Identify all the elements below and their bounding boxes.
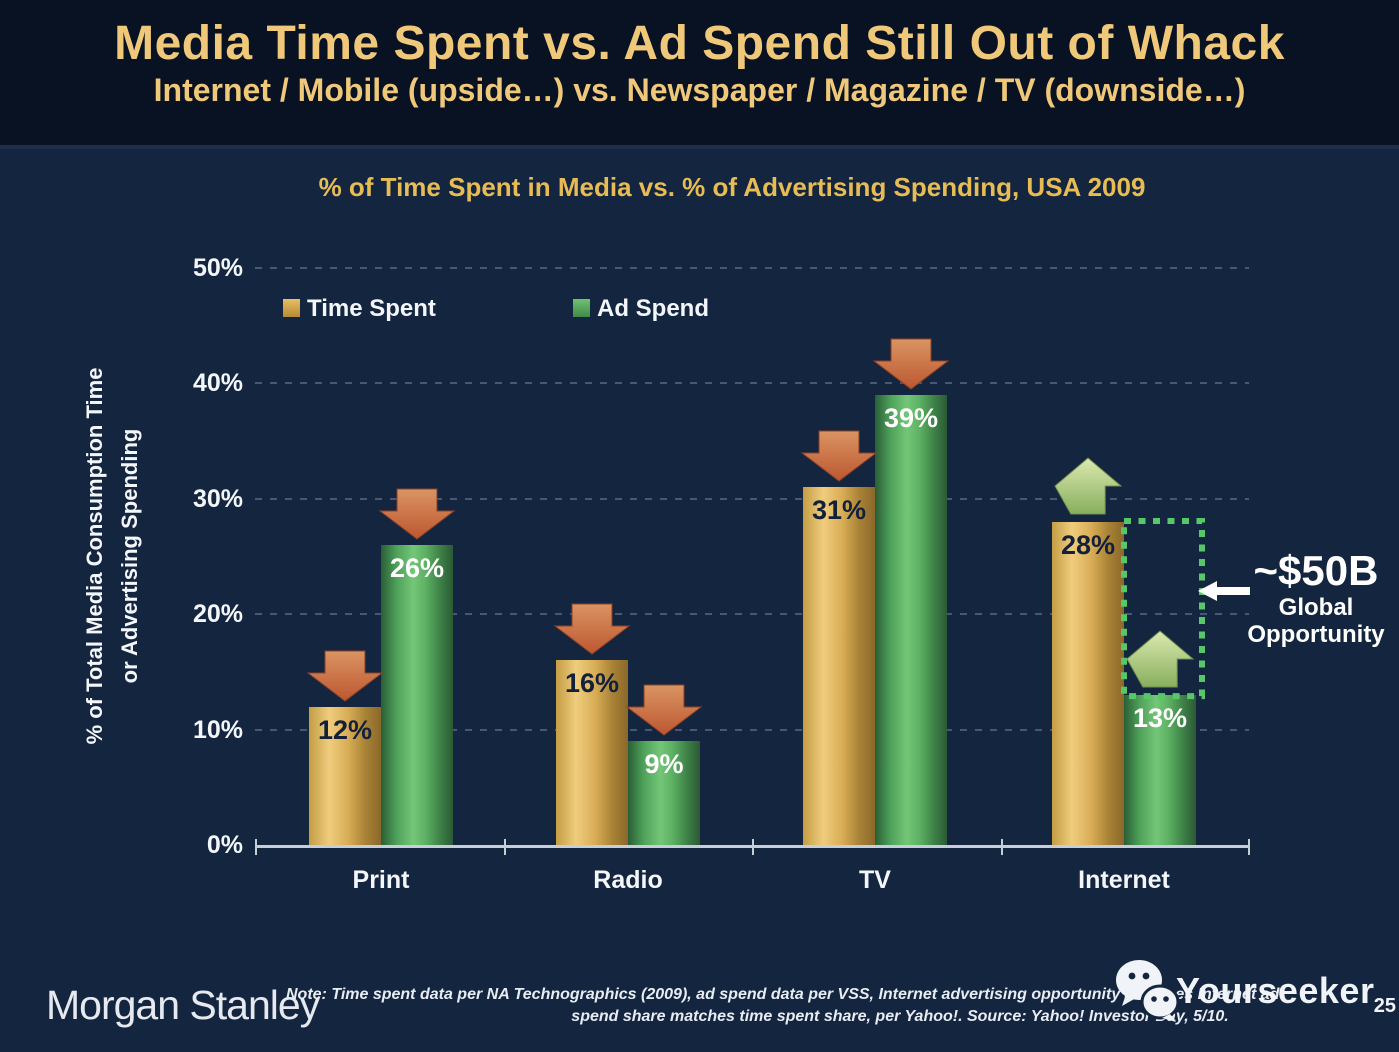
x-axis-tick — [1248, 839, 1250, 855]
down-arrow-icon — [625, 684, 703, 736]
down-arrow-icon — [306, 650, 384, 702]
x-axis-category-label: Radio — [593, 866, 663, 894]
bar-value-label: 39% — [883, 402, 939, 433]
opportunity-sublabel-2: Opportunity — [1247, 621, 1385, 648]
bar-tv-ad-spend — [875, 394, 947, 845]
down-arrow-icon — [800, 430, 878, 482]
y-axis-tick-label: 20% — [192, 600, 243, 629]
gridline-50 — [255, 267, 1249, 269]
opportunity-value: ~$50B — [1253, 547, 1379, 594]
y-axis-tick-label: 10% — [192, 715, 243, 744]
down-arrow-icon — [872, 338, 950, 390]
bar-print-ad-spend — [381, 544, 453, 845]
bar-print-time-spent — [309, 706, 381, 845]
x-axis-category-label: Print — [352, 866, 410, 894]
bar-value-label: 26% — [389, 552, 445, 583]
left-arrow-icon — [1198, 581, 1250, 601]
bar-value-label: 13% — [1132, 702, 1188, 733]
watermark-text: Yourseeker — [1176, 970, 1375, 1011]
slide-title: Media Time Spent vs. Ad Spend Still Out … — [114, 17, 1285, 70]
x-axis-tick — [255, 839, 257, 855]
down-arrow-icon — [378, 488, 456, 540]
up-arrow-icon — [1054, 457, 1123, 515]
gridline-20 — [255, 613, 1249, 616]
bar-internet-time-spent — [1052, 521, 1124, 845]
legend-swatch-ad-spend — [573, 299, 590, 317]
y-axis-tick-label: 40% — [192, 369, 243, 398]
y-axis-tick-label: 50% — [192, 254, 243, 282]
bar-value-label: 12% — [317, 714, 373, 745]
bar-tv-time-spent — [803, 487, 875, 845]
footnote-line2: spend share matches time spent share, pe… — [571, 1008, 1229, 1025]
legend-label-ad-spend: Ad Spend — [597, 295, 709, 322]
bar-value-label: 9% — [644, 749, 684, 780]
legend-swatch-time-spent — [283, 299, 300, 317]
x-axis-category-label: TV — [859, 866, 891, 894]
morgan-stanley-logo: Morgan Stanley — [46, 982, 320, 1028]
chart-title: % of Time Spent in Media vs. % of Advert… — [318, 172, 1146, 202]
x-axis-category-label: Internet — [1078, 866, 1170, 894]
header-band — [0, 0, 1399, 145]
wechat-icon — [1116, 960, 1180, 1022]
bar-value-label: 28% — [1060, 529, 1116, 560]
page-number: 25 — [1373, 995, 1396, 1017]
gridline-10 — [255, 728, 1249, 731]
gridline-30 — [255, 497, 1249, 500]
opportunity-sublabel-1: Global — [1278, 594, 1354, 621]
x-axis-tick — [752, 839, 754, 855]
down-arrow-icon — [553, 603, 631, 655]
opportunity-dotted-box — [1121, 517, 1205, 699]
gridline-40 — [255, 382, 1249, 385]
x-axis-tick — [503, 839, 506, 855]
opportunity-annotation: ~$50B Global Opportunity — [1238, 547, 1394, 649]
x-axis-tick — [1000, 839, 1003, 855]
y-axis-tick-label: 0% — [206, 831, 243, 859]
header-seam-divider — [0, 145, 1399, 149]
legend-label-time-spent: Time Spent — [307, 295, 436, 322]
bar-value-label: 31% — [811, 495, 867, 526]
bar-radio-ad-spend — [628, 741, 700, 845]
footnote-line1: Note: Time spent data per NA Technograph… — [286, 986, 1280, 1003]
bar-internet-ad-spend — [1124, 694, 1196, 845]
y-axis-tick-label: 30% — [192, 484, 243, 513]
slide-subtitle: Internet / Mobile (upside…) vs. Newspape… — [153, 72, 1246, 108]
bar-value-label: 16% — [564, 668, 620, 699]
bar-radio-time-spent — [556, 660, 628, 845]
